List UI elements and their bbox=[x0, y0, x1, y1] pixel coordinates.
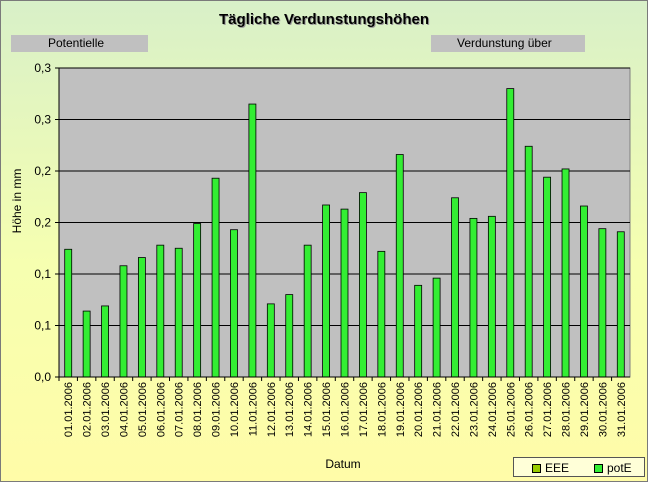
chart-title: Tägliche Verdunstungshöhen bbox=[218, 11, 430, 28]
x-tick-label: 30.01.2006 bbox=[597, 382, 609, 437]
bar bbox=[487, 215, 496, 378]
bar bbox=[359, 192, 367, 378]
bar bbox=[524, 145, 533, 378]
x-tick-labels: 01.01.2006 02.01.2006 03.01.2006 04.01.2006… bbox=[58, 377, 628, 437]
x-tick-label: 12.01.2006 bbox=[266, 382, 278, 437]
x-tick-label: 19.01.2006 bbox=[395, 382, 407, 437]
x-tick-label: 01.01.2006 bbox=[63, 382, 75, 437]
y-tick-label: 0,1 bbox=[34, 319, 51, 333]
bar bbox=[248, 103, 257, 378]
legend-label-eee: EEE bbox=[545, 461, 570, 475]
x-tick-label: 10.01.2006 bbox=[229, 382, 241, 437]
bar bbox=[580, 205, 588, 378]
x-tick-label: 07.01.2006 bbox=[174, 382, 186, 437]
caption-right: Verdunstung über bbox=[431, 35, 585, 52]
x-tick-label: 15.01.2006 bbox=[321, 382, 333, 437]
legend: EEE potE bbox=[513, 457, 645, 477]
y-tick-label: 0,2 bbox=[34, 164, 51, 178]
bar bbox=[266, 303, 275, 378]
y-tick-label: 0,2 bbox=[34, 216, 51, 230]
x-tick-label: 23.01.2006 bbox=[468, 382, 480, 437]
bar bbox=[156, 244, 165, 378]
x-tick-label: 21.01.2006 bbox=[432, 382, 444, 437]
y-tick-label: 0,3 bbox=[34, 61, 51, 75]
caption-left: Potentielle bbox=[11, 35, 148, 52]
legend-item-eee: EEE bbox=[532, 461, 569, 475]
x-tick-label: 14.01.2006 bbox=[303, 382, 315, 437]
x-tick-label: 27.01.2006 bbox=[542, 382, 554, 437]
bar bbox=[616, 231, 625, 378]
x-tick-label: 20.01.2006 bbox=[413, 382, 425, 437]
bar bbox=[211, 177, 220, 378]
x-tick-label: 17.01.2006 bbox=[358, 382, 370, 437]
bar bbox=[598, 228, 607, 378]
legend-swatch-pote bbox=[594, 463, 603, 473]
bar bbox=[303, 244, 312, 378]
x-tick-label: 04.01.2006 bbox=[118, 382, 130, 437]
y-tick-label: 0,3 bbox=[34, 113, 51, 127]
x-tick-label: 09.01.2006 bbox=[211, 382, 223, 437]
x-tick-label: 25.01.2006 bbox=[505, 382, 517, 437]
x-axis-label: Datum bbox=[325, 457, 360, 471]
x-tick-label: 06.01.2006 bbox=[155, 382, 167, 437]
bar bbox=[64, 248, 73, 378]
bar bbox=[340, 208, 349, 378]
bar bbox=[174, 247, 183, 378]
bar bbox=[414, 284, 423, 378]
bar bbox=[82, 310, 91, 378]
bar bbox=[506, 88, 515, 378]
y-tick-label: 0,0 bbox=[34, 370, 51, 384]
bar bbox=[432, 277, 441, 378]
bar bbox=[322, 204, 330, 378]
legend-swatch-eee bbox=[532, 463, 541, 473]
x-tick-label: 29.01.2006 bbox=[579, 382, 591, 437]
bar bbox=[451, 197, 459, 378]
bar bbox=[543, 176, 552, 378]
bar bbox=[193, 223, 202, 378]
x-tick-label: 31.01.2006 bbox=[616, 382, 628, 437]
x-tick-label: 28.01.2006 bbox=[561, 382, 573, 437]
y-axis-label: Höhe in mm bbox=[10, 169, 24, 234]
x-tick-label: 02.01.2006 bbox=[82, 382, 94, 437]
x-tick-label: 11.01.2006 bbox=[247, 382, 259, 436]
x-tick-label: 13.01.2006 bbox=[284, 382, 296, 437]
x-tick-label: 05.01.2006 bbox=[137, 382, 149, 437]
bar bbox=[561, 168, 570, 378]
bar bbox=[395, 154, 404, 378]
x-tick-label: 22.01.2006 bbox=[450, 382, 462, 437]
bar bbox=[230, 229, 238, 378]
x-tick-label: 18.01.2006 bbox=[376, 382, 388, 437]
bar bbox=[285, 294, 294, 378]
x-tick-label: 26.01.2006 bbox=[524, 382, 536, 437]
legend-item-pote: potE bbox=[594, 461, 632, 475]
bar bbox=[469, 217, 478, 378]
x-tick-label: 03.01.2006 bbox=[100, 382, 112, 437]
bar bbox=[119, 265, 128, 378]
legend-label-pote: potE bbox=[607, 461, 632, 475]
x-tick-label: 16.01.2006 bbox=[340, 382, 352, 437]
bar bbox=[377, 250, 386, 378]
x-tick-label: 08.01.2006 bbox=[192, 382, 204, 437]
bar bbox=[137, 257, 146, 378]
bar bbox=[101, 305, 109, 378]
y-tick-label: 0,1 bbox=[34, 267, 51, 281]
y-tick-labels: 0,0 0,1 0,1 0,2 0,2 0,3 0,3 bbox=[34, 61, 59, 384]
x-tick-label: 24.01.2006 bbox=[487, 382, 499, 437]
